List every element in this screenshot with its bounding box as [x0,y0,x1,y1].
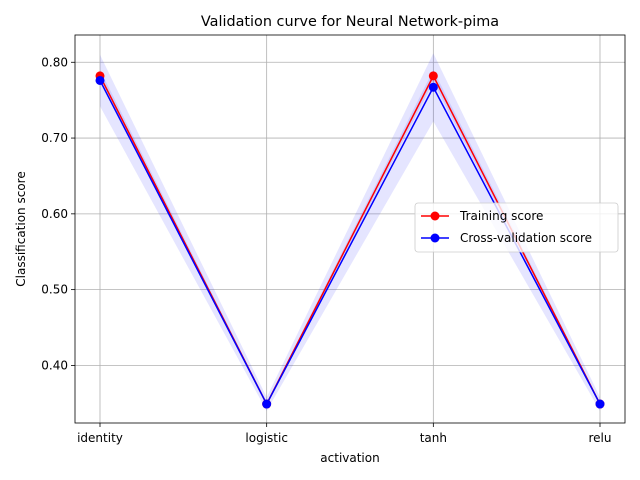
legend-label-cv: Cross-validation score [460,231,592,245]
y-tick-label: 0.60 [41,207,68,221]
x-tick-label: identity [77,431,123,445]
series-point-1 [595,399,605,409]
series-points [95,71,605,409]
legend-marker-cv [430,233,440,243]
x-axis-label: activation [320,451,379,465]
legend-marker-training [430,211,440,221]
x-tick-label: relu [589,431,612,445]
x-tick-label: logistic [245,431,288,445]
plot-frame [74,34,626,424]
series-point-1 [428,82,438,92]
y-axis-label: Classification score [14,171,28,286]
legend: Training score Cross-validation score [414,202,619,253]
series-point-0 [428,71,438,81]
series-point-1 [262,399,272,409]
y-tick-label: 0.40 [41,358,68,372]
y-tick-label: 0.80 [41,55,68,69]
y-tick-label: 0.50 [41,283,68,297]
series-point-1 [95,75,105,85]
x-axis-ticks: identity logistic tanh relu [77,423,612,445]
chart-title: Validation curve for Neural Network-pima [201,14,499,30]
y-axis-ticks: 0.40 0.50 0.60 0.70 0.80 [41,55,75,372]
legend-label-training: Training score [459,209,543,223]
x-tick-label: tanh [420,431,447,445]
y-tick-label: 0.70 [41,131,68,145]
legend-box [414,202,619,253]
